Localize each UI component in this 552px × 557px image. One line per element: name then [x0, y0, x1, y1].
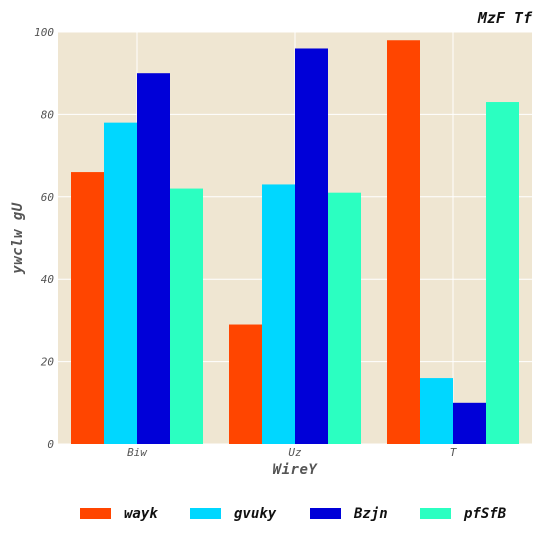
bar-Bzjn-Biw: [137, 73, 170, 444]
bars: [71, 40, 519, 445]
legend-label-wayk: wayk: [124, 506, 158, 522]
bar-gvuky-T: [420, 378, 453, 444]
y-axis-title: ywclw gU: [10, 202, 26, 275]
bar-pfSfB-Uz: [328, 192, 361, 444]
x-axis-title: WireY: [273, 462, 319, 478]
bar-wayk-Uz: [229, 324, 262, 444]
bar-pfSfB-Biw: [170, 188, 203, 444]
chart-title: MzF Tf: [477, 9, 533, 27]
y-tick-label: 60: [41, 191, 55, 204]
x-tick-label: Uz: [288, 446, 302, 459]
legend-swatch-wayk: [80, 508, 111, 519]
bar-gvuky-Uz: [262, 184, 295, 444]
x-tick-label: Biw: [127, 446, 148, 459]
y-tick-label: 20: [41, 356, 55, 369]
legend-swatch-Bzjn: [310, 508, 341, 519]
y-tick-label: 100: [34, 26, 54, 39]
legend-swatch-gvuky: [190, 508, 221, 519]
legend-label-pfSfB: pfSfB: [463, 506, 507, 522]
bar-Bzjn-Uz: [295, 48, 328, 444]
y-axis-ticks: 0 20 40 60 80 100: [34, 26, 54, 451]
bar-gvuky-Biw: [104, 122, 137, 444]
x-axis-ticks: Biw Uz T: [127, 446, 458, 459]
y-tick-label: 40: [41, 273, 55, 286]
bar-wayk-Biw: [71, 172, 104, 444]
legend-label-Bzjn: Bzjn: [353, 506, 388, 522]
x-tick-label: T: [450, 446, 458, 459]
legend: wayk gvuky Bzjn pfSfB: [80, 506, 507, 522]
legend-label-gvuky: gvuky: [234, 506, 277, 522]
bar-pfSfB-T: [486, 102, 519, 444]
legend-swatch-pfSfB: [420, 508, 451, 519]
bar-Bzjn-T: [453, 402, 486, 444]
bar-wayk-T: [387, 40, 420, 445]
y-tick-label: 0: [47, 438, 54, 451]
y-tick-label: 80: [41, 108, 55, 121]
